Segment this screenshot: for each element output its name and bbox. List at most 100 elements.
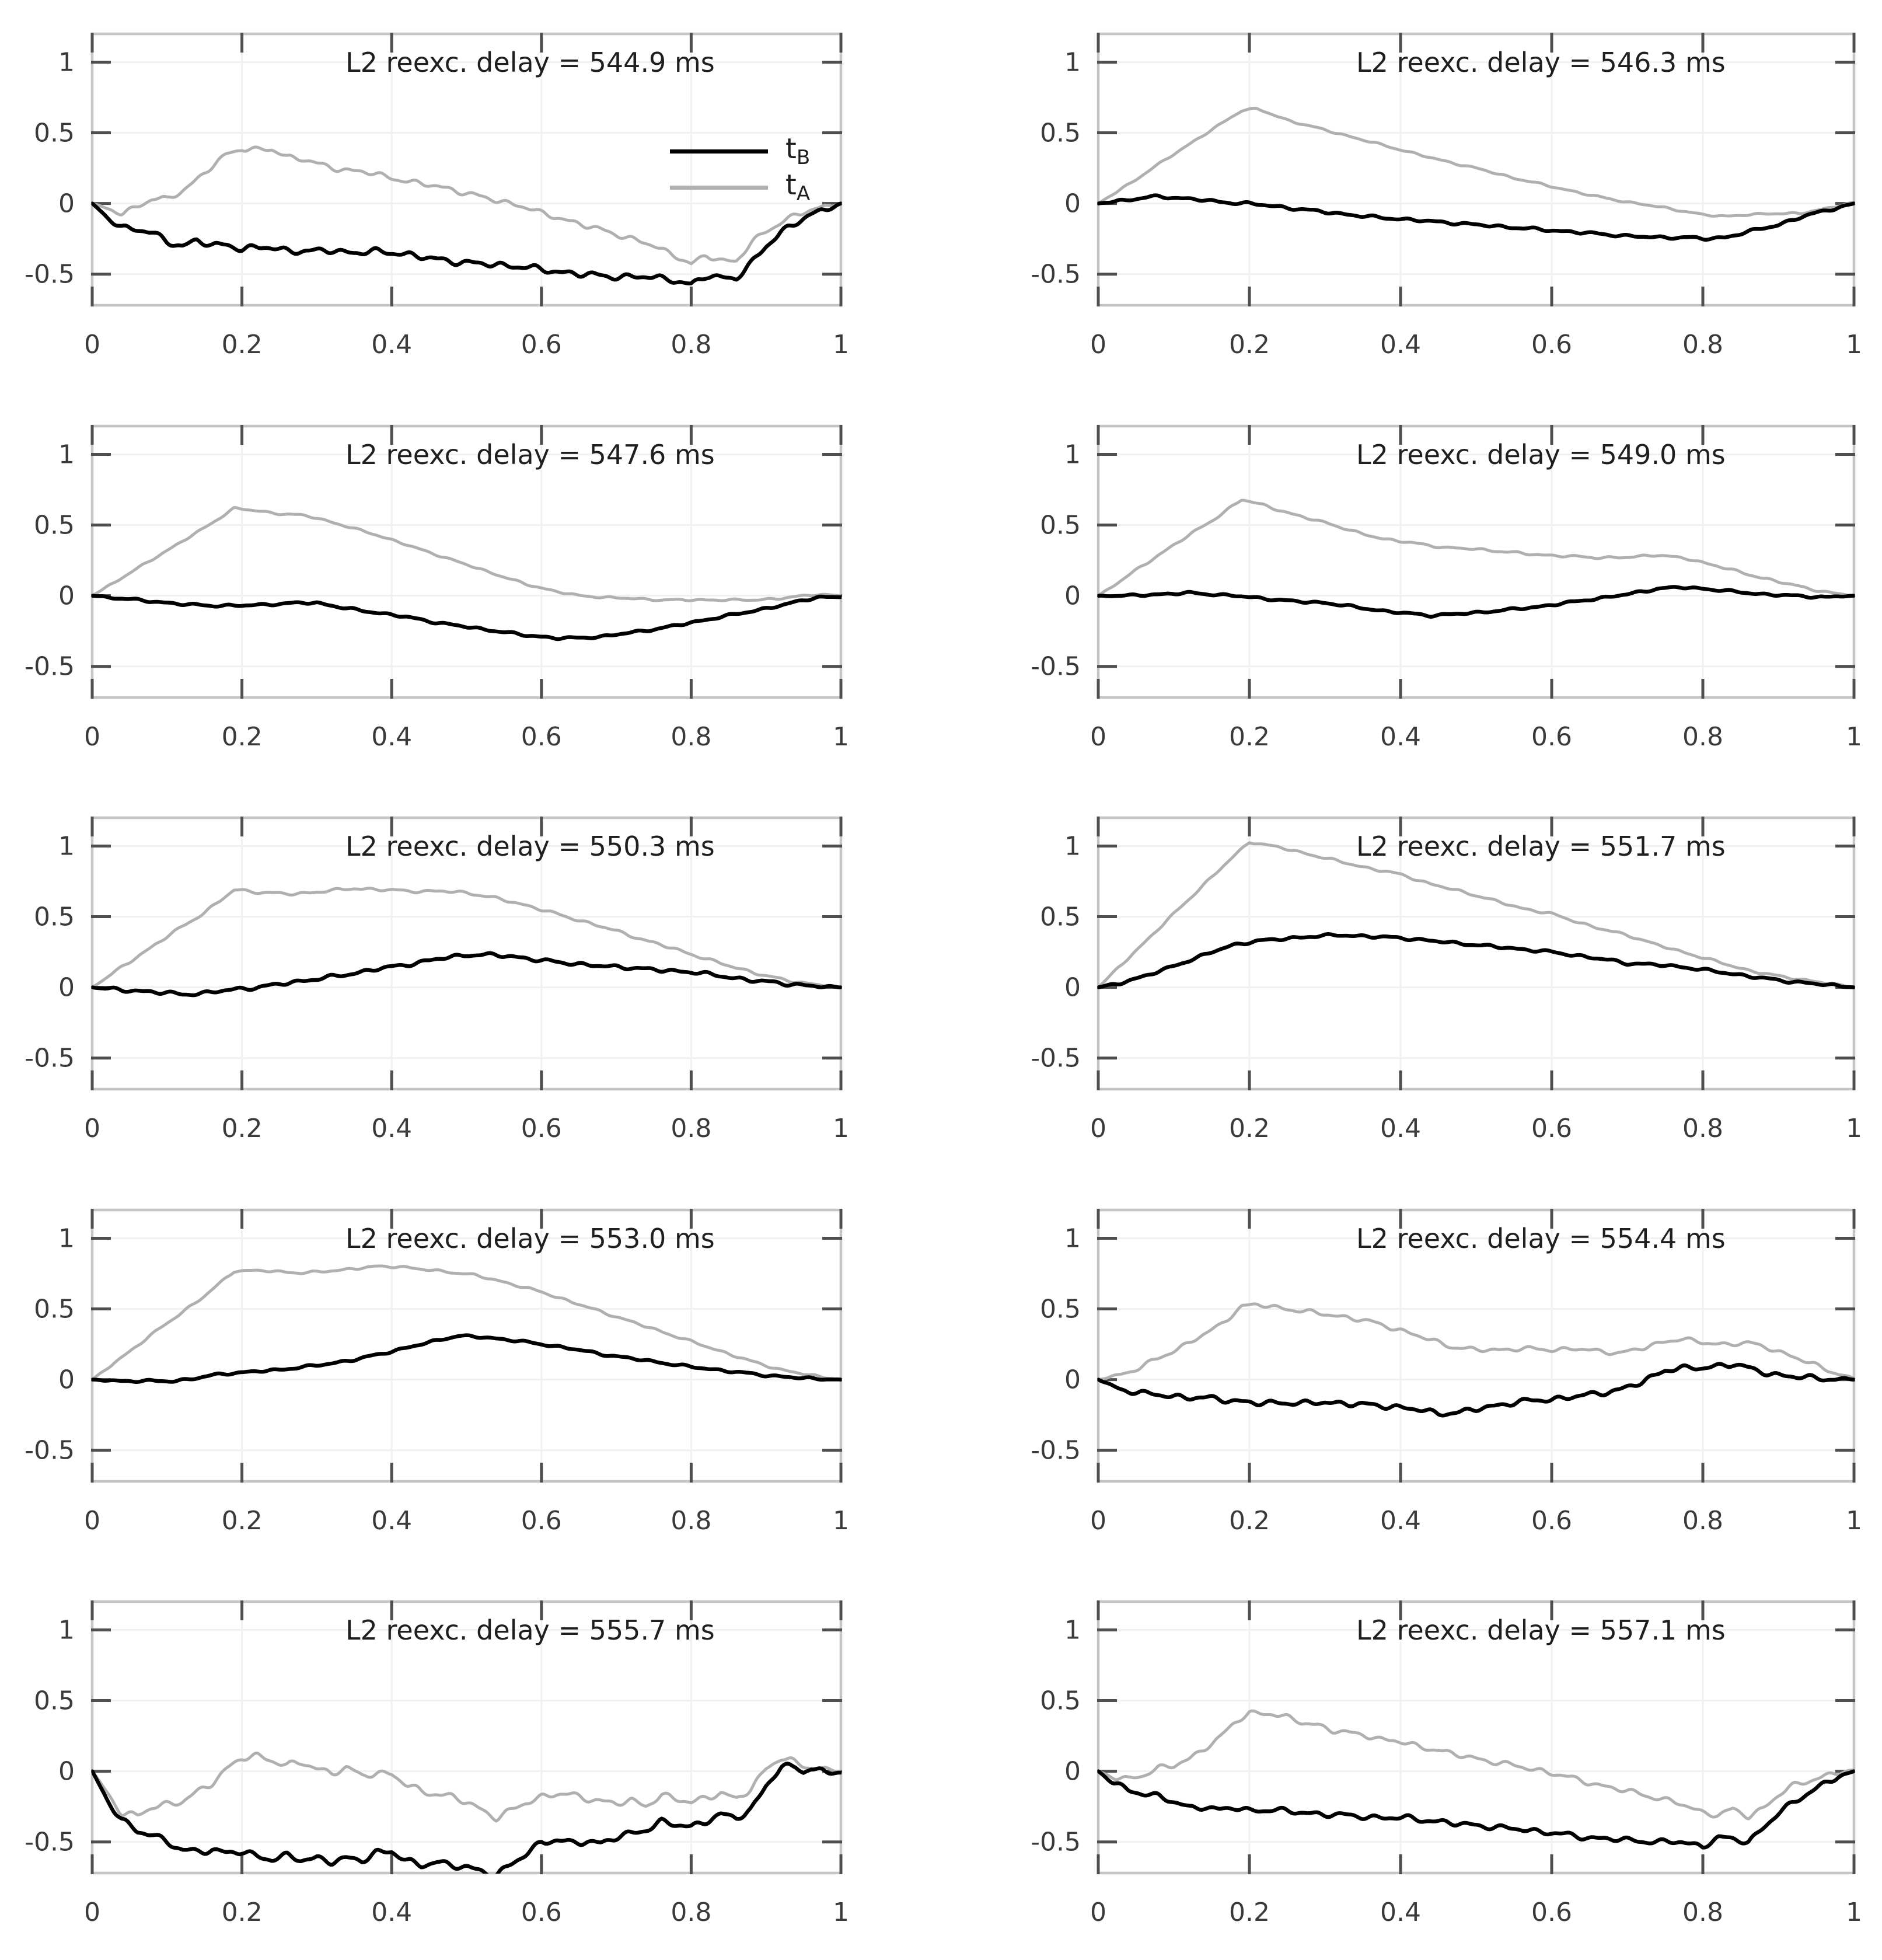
series-group xyxy=(92,887,842,998)
x-tick-label: 0.8 xyxy=(1682,1898,1723,1927)
y-tick-label: 0.5 xyxy=(1040,118,1081,148)
x-tick-label: 0 xyxy=(84,330,100,360)
x-tick-label: 0 xyxy=(1090,1506,1106,1536)
x-tick-label: 0.2 xyxy=(1229,1898,1270,1927)
series-line-tA xyxy=(92,887,842,989)
plot-frame xyxy=(90,816,843,1091)
plot-title: L2 reexc. delay = 553.0 ms xyxy=(345,1222,715,1254)
series-line-tA xyxy=(1098,498,1855,597)
x-tick-label: 0.6 xyxy=(521,1898,562,1927)
x-tick-label: 0.4 xyxy=(1380,722,1421,752)
series-group xyxy=(1098,1302,1855,1418)
plot-frame xyxy=(1097,1600,1856,1875)
y-tick-label: 0.5 xyxy=(1040,510,1081,540)
x-tick-label: 1 xyxy=(1846,330,1862,360)
series-line-tB xyxy=(1098,932,1855,990)
legend-label-tA: tA xyxy=(785,171,810,204)
x-tick-label: 0.6 xyxy=(1531,1898,1572,1927)
series-group xyxy=(1098,498,1855,619)
series-line-tA xyxy=(1098,1302,1855,1381)
x-tick-label: 0.8 xyxy=(671,1898,711,1927)
series-line-tB xyxy=(1098,584,1855,619)
subplot-3: -0.5 0 0.5 1 0 0.2 0.4 0.6 0.8 1 L2 reexc. delay … xyxy=(0,392,941,784)
plot-title: L2 reexc. delay = 547.6 ms xyxy=(345,438,715,470)
y-tick-label: 0.5 xyxy=(34,510,75,540)
x-tick-label: 0.2 xyxy=(222,722,263,752)
subplot-2-plot: -0.5 0 0.5 1 0 0.2 0.4 0.6 0.8 1 xyxy=(1031,32,1862,360)
subplot-6: -0.5 0 0.5 1 0 0.2 0.4 0.6 0.8 1 L2 reexc. delay … xyxy=(941,784,1882,1176)
y-tick-label: 1 xyxy=(58,1616,75,1645)
x-tick-label: 0.2 xyxy=(222,1506,263,1536)
series-line-tA xyxy=(92,1752,842,1823)
y-tick-label: 1 xyxy=(1064,440,1081,469)
legend-line-tA xyxy=(670,185,768,190)
y-tick-label: -0.5 xyxy=(1031,1044,1081,1073)
series-line-tA xyxy=(92,505,842,602)
series-line-tB xyxy=(92,951,842,998)
x-tick-label: 0.6 xyxy=(1531,722,1572,752)
subplot-9: -0.5 0 0.5 1 0 0.2 0.4 0.6 0.8 1 L2 reexc. delay … xyxy=(0,1568,941,1960)
series-line-tA xyxy=(1098,107,1855,218)
x-tick-label: 0.8 xyxy=(671,1114,711,1143)
y-tick-label: 0 xyxy=(1064,581,1081,611)
plot-title: L2 reexc. delay = 551.7 ms xyxy=(1356,831,1726,863)
y-tick-label: -0.5 xyxy=(1031,1828,1081,1857)
series-line-tB xyxy=(92,1762,842,1874)
x-tick-label: 0.8 xyxy=(1682,722,1723,752)
x-tick-label: 0.2 xyxy=(222,1114,263,1143)
x-tick-label: 1 xyxy=(1846,1898,1862,1927)
subplot-2: -0.5 0 0.5 1 0 0.2 0.4 0.6 0.8 1 L2 reexc. delay … xyxy=(941,0,1882,392)
y-tick-label: 1 xyxy=(1064,1223,1081,1253)
y-tick-label: 0 xyxy=(1064,189,1081,219)
y-tick-label: 0 xyxy=(1064,1757,1081,1787)
x-tick-label: 0.6 xyxy=(1531,330,1572,360)
legend-item-tA: tA xyxy=(670,169,810,205)
series-line-tB xyxy=(92,1333,842,1384)
series-line-tA xyxy=(1098,841,1855,989)
subplot-9-plot: -0.5 0 0.5 1 0 0.2 0.4 0.6 0.8 1 xyxy=(25,1600,849,1927)
subplot-10: -0.5 0 0.5 1 0 0.2 0.4 0.6 0.8 1 L2 reexc. delay … xyxy=(941,1568,1882,1960)
x-tick-label: 1 xyxy=(1846,1114,1862,1143)
y-tick-label: -0.5 xyxy=(1031,260,1081,290)
plot-title: L2 reexc. delay = 557.1 ms xyxy=(1356,1614,1726,1647)
y-tick-label: 0.5 xyxy=(34,1686,75,1716)
y-tick-label: 0 xyxy=(1064,973,1081,1003)
plot-title: L2 reexc. delay = 546.3 ms xyxy=(1356,47,1726,78)
x-tick-label: 1 xyxy=(833,1114,849,1143)
series-group xyxy=(92,1264,842,1384)
plot-frame xyxy=(90,32,843,307)
plot-title: L2 reexc. delay = 550.3 ms xyxy=(345,831,715,863)
y-tick-label: -0.5 xyxy=(25,1828,75,1857)
x-tick-label: 0.6 xyxy=(521,722,562,752)
x-tick-label: 0.6 xyxy=(521,330,562,360)
plot-frame xyxy=(1097,32,1856,307)
y-tick-label: 1 xyxy=(58,47,75,77)
y-tick-label: 1 xyxy=(58,440,75,469)
subplot-4-plot: -0.5 0 0.5 1 0 0.2 0.4 0.6 0.8 1 xyxy=(1031,424,1862,752)
x-tick-label: 0.8 xyxy=(671,1506,711,1536)
series-group xyxy=(92,1752,842,1874)
series-line-tB xyxy=(92,201,842,285)
subplot-1-plot: -0.5 0 0.5 1 0 0.2 0.4 0.6 0.8 1 xyxy=(25,32,849,360)
series-group xyxy=(1098,1710,1855,1850)
x-tick-label: 0.4 xyxy=(371,722,412,752)
x-tick-label: 0.2 xyxy=(1229,1114,1270,1143)
legend: tB tA xyxy=(670,133,810,205)
x-tick-label: 0 xyxy=(1090,330,1106,360)
legend-label-main: t xyxy=(785,132,797,165)
x-tick-label: 1 xyxy=(833,1898,849,1927)
legend-label-sub: B xyxy=(796,146,811,170)
x-tick-label: 0 xyxy=(84,1506,100,1536)
series-line-tB xyxy=(1098,1362,1855,1418)
subplot-5: -0.5 0 0.5 1 0 0.2 0.4 0.6 0.8 1 L2 reexc. delay … xyxy=(0,784,941,1176)
x-tick-label: 0.4 xyxy=(1380,1506,1421,1536)
y-tick-label: -0.5 xyxy=(1031,1436,1081,1466)
x-tick-label: 0.4 xyxy=(1380,1114,1421,1143)
plot-frame xyxy=(1097,1208,1856,1483)
y-tick-label: 1 xyxy=(58,1223,75,1253)
series-group xyxy=(92,505,842,641)
x-tick-label: 0.4 xyxy=(371,1898,412,1927)
subplot-8-plot: -0.5 0 0.5 1 0 0.2 0.4 0.6 0.8 1 xyxy=(1031,1208,1862,1536)
x-tick-label: 0.2 xyxy=(1229,330,1270,360)
x-tick-label: 0.8 xyxy=(671,330,711,360)
